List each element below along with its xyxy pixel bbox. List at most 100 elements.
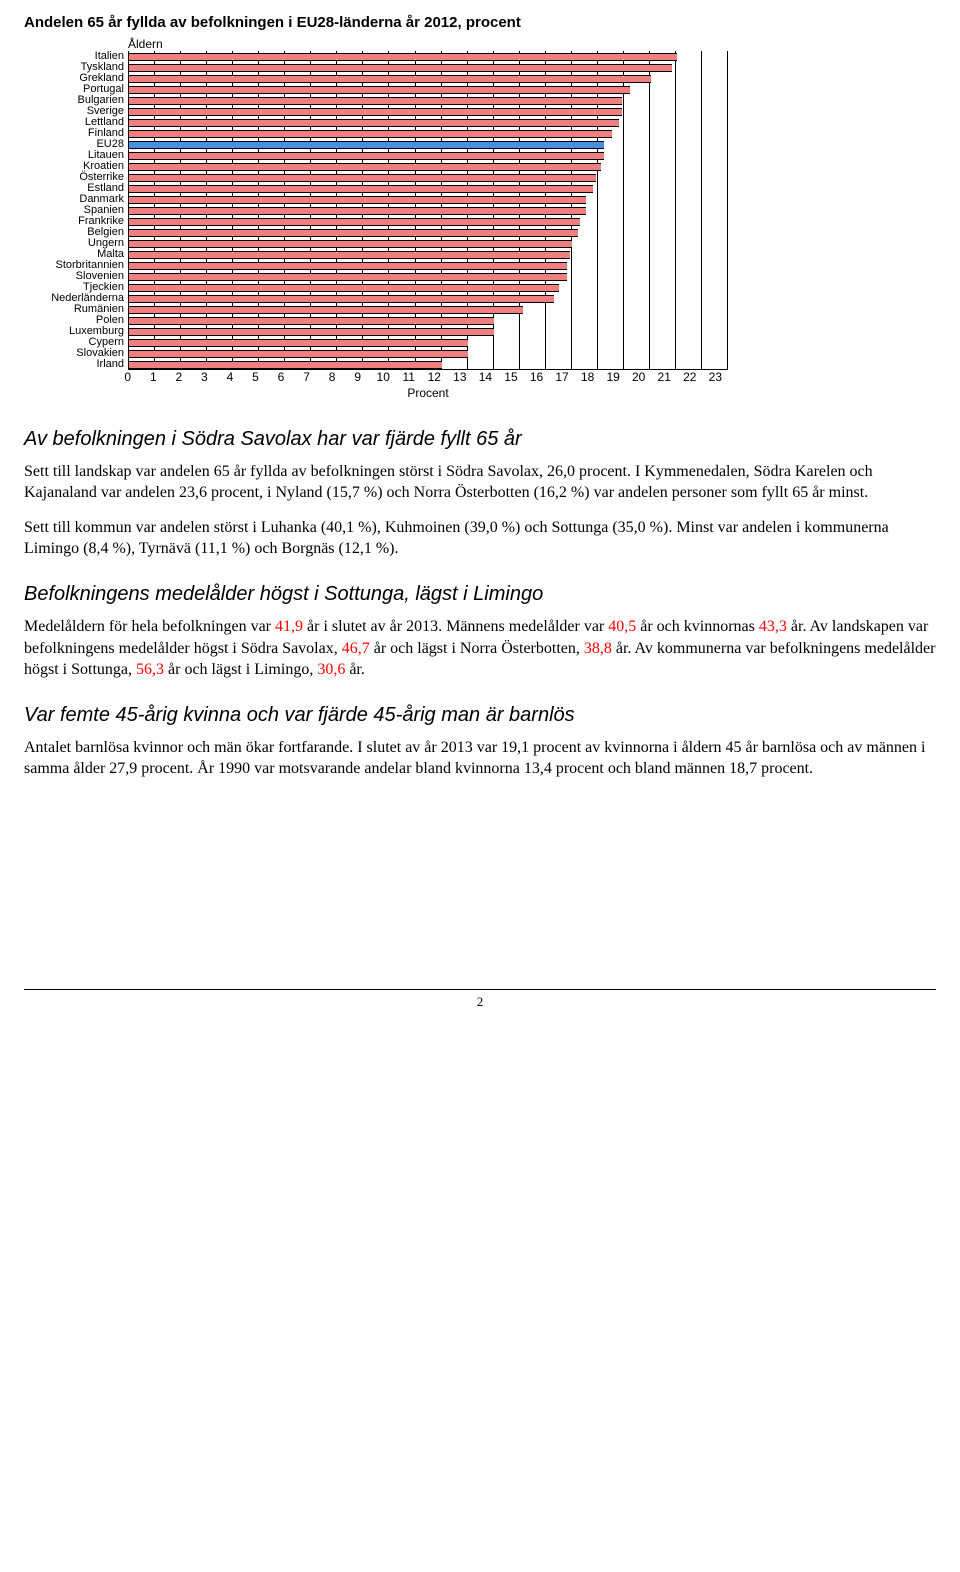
bar-row [129, 315, 728, 326]
bar-row [129, 51, 728, 62]
x-axis-tick: 17 [549, 370, 575, 384]
section-heading-2: Befolkningens medelålder högst i Sottung… [24, 583, 936, 606]
bar-row [129, 84, 728, 95]
bar-row [129, 106, 728, 117]
x-axis-tick: 0 [115, 370, 141, 384]
x-axis-tick: 10 [370, 370, 396, 384]
x-axis-tick: 7 [294, 370, 320, 384]
bar [129, 251, 570, 259]
page-number: 2 [24, 994, 936, 1010]
bar-row [129, 227, 728, 238]
bar [129, 53, 677, 61]
bar-row [129, 62, 728, 73]
bar [129, 196, 586, 204]
bar-row [129, 183, 728, 194]
bar-row [129, 282, 728, 293]
p3-value-5: 38,8 [584, 640, 612, 657]
paragraph-4: Antalet barnlösa kvinnor och män ökar fo… [24, 737, 936, 779]
bar [129, 163, 601, 171]
bar-row [129, 293, 728, 304]
bar [129, 317, 494, 325]
section-heading-1: Av befolkningen i Södra Savolax har var … [24, 428, 936, 451]
x-axis-tick: 4 [217, 370, 243, 384]
x-axis-tick: 1 [141, 370, 167, 384]
x-axis-tick: 18 [575, 370, 601, 384]
plot-area [128, 51, 728, 370]
bar-row [129, 150, 728, 161]
x-axis-tick: 2 [166, 370, 192, 384]
x-axis-tick: 23 [703, 370, 729, 384]
x-axis-tick: 5 [243, 370, 269, 384]
bar [129, 86, 630, 94]
x-axis-tick: 11 [396, 370, 422, 384]
bar [129, 361, 442, 369]
x-axis-ticks: 01234567891011121314151617181920212223 [128, 370, 728, 384]
bar [129, 130, 612, 138]
bar-row [129, 249, 728, 260]
bar [129, 119, 619, 127]
x-axis-tick: 16 [524, 370, 550, 384]
bar-row [129, 326, 728, 337]
bar-row [129, 194, 728, 205]
bar-row [129, 161, 728, 172]
bars-container [129, 51, 728, 370]
bar-row [129, 205, 728, 216]
bar-row [129, 337, 728, 348]
x-axis-tick: 22 [677, 370, 703, 384]
bar-row [129, 216, 728, 227]
bar-row [129, 271, 728, 282]
bar-row [129, 238, 728, 249]
bar-row [129, 95, 728, 106]
p3-text: Medelåldern för hela befolkningen var [24, 618, 275, 635]
bar-row [129, 304, 728, 315]
bar-row [129, 359, 728, 370]
y-axis-label: Irland [32, 359, 128, 370]
footer-rule [24, 989, 936, 990]
bar [129, 306, 523, 314]
paragraph-3: Medelåldern för hela befolkningen var 41… [24, 616, 936, 679]
bar [129, 339, 468, 347]
bar [129, 75, 651, 83]
p3-text: år och lägst i Norra Österbotten, [370, 640, 584, 657]
bar [129, 218, 580, 226]
bar-row [129, 139, 728, 150]
x-axis-tick: 21 [651, 370, 677, 384]
bar-chart: Åldern ItalienTysklandGreklandPortugalBu… [32, 37, 752, 400]
x-axis-tick: 6 [268, 370, 294, 384]
p3-value-7: 30,6 [317, 661, 345, 678]
p3-value-2: 40,5 [608, 618, 636, 635]
bar-row [129, 260, 728, 271]
paragraph-1: Sett till landskap var andelen 65 år fyl… [24, 461, 936, 503]
x-axis-tick: 9 [345, 370, 371, 384]
p3-value-4: 46,7 [342, 640, 370, 657]
x-axis-tick: 12 [422, 370, 448, 384]
x-axis-tick: 19 [600, 370, 626, 384]
bar [129, 185, 593, 193]
p3-text: år. [345, 661, 365, 678]
bar [129, 295, 554, 303]
p3-value-3: 43,3 [759, 618, 787, 635]
x-axis-tick: 13 [447, 370, 473, 384]
bar-row [129, 117, 728, 128]
bar [129, 108, 622, 116]
bar-row [129, 172, 728, 183]
bar [129, 64, 672, 72]
bar [129, 207, 586, 215]
x-axis-tick: 14 [473, 370, 499, 384]
bar [129, 152, 604, 160]
bar [129, 141, 604, 149]
x-axis-title: Procent [128, 386, 728, 400]
p3-text: år och kvinnornas [636, 618, 759, 635]
bar [129, 240, 572, 248]
bar [129, 350, 468, 358]
bar-row [129, 73, 728, 84]
p3-text: år i slutet av år 2013. Männens medelåld… [303, 618, 608, 635]
bar [129, 174, 596, 182]
x-axis-tick: 20 [626, 370, 652, 384]
x-axis-tick: 8 [319, 370, 345, 384]
bar [129, 262, 567, 270]
paragraph-2: Sett till kommun var andelen störst i Lu… [24, 517, 936, 559]
p3-value-6: 56,3 [136, 661, 164, 678]
x-axis-tick: 15 [498, 370, 524, 384]
x-axis-tick: 3 [192, 370, 218, 384]
